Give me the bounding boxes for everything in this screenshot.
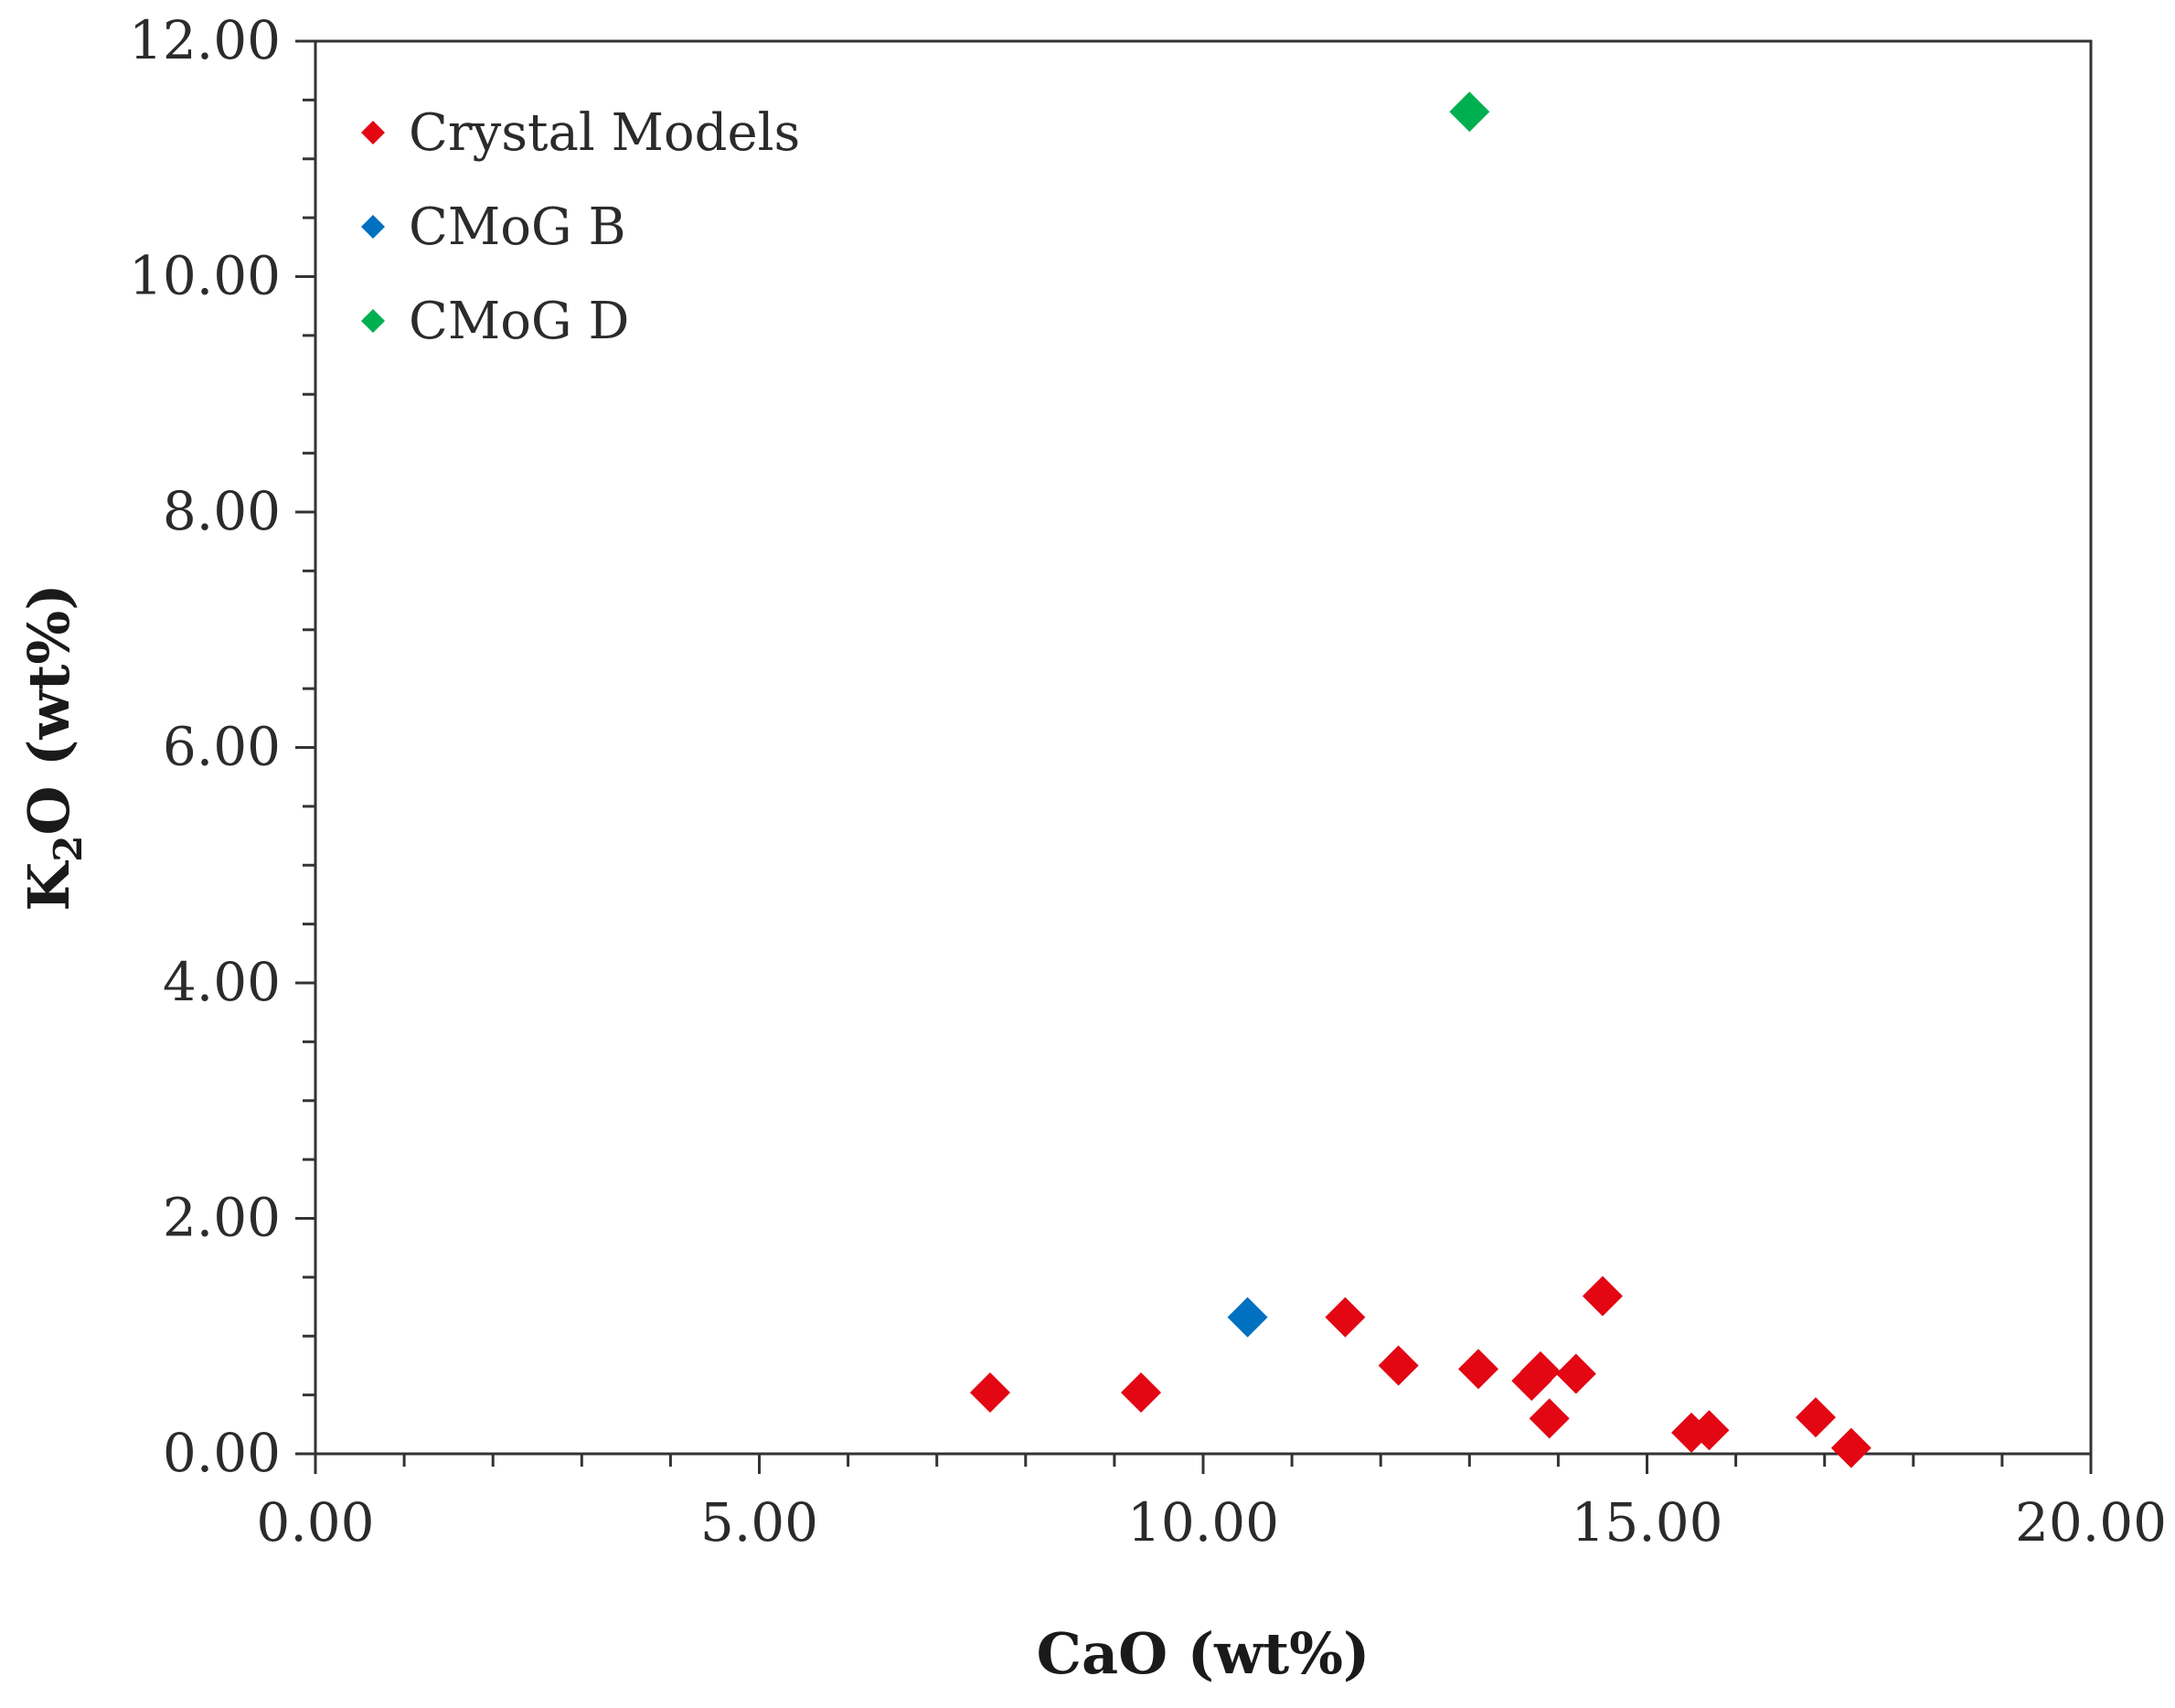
legend-marker-crystal-models xyxy=(361,121,385,144)
data-point-cmog-b xyxy=(1227,1297,1268,1338)
data-point-crystal-models xyxy=(1529,1398,1570,1439)
legend: Crystal Models CMoG B CMoG D xyxy=(361,103,800,351)
y-axis-title-rest: O (wt%) xyxy=(16,583,82,835)
data-point-crystal-models xyxy=(1519,1350,1561,1392)
y-tick-label: 6.00 xyxy=(163,716,281,778)
legend-label-crystal-models: Crystal Models xyxy=(409,103,800,163)
y-tick-label: 10.00 xyxy=(129,245,281,307)
data-point-crystal-models xyxy=(969,1372,1010,1414)
x-tick-label: 0.00 xyxy=(256,1491,374,1553)
data-point-crystal-models xyxy=(1582,1276,1623,1317)
y-tick-label: 2.00 xyxy=(163,1187,281,1249)
x-tick-label: 20.00 xyxy=(2015,1491,2167,1553)
x-axis-title: CaO (wt%) xyxy=(1037,1620,1370,1687)
data-point-crystal-models xyxy=(1378,1345,1419,1386)
legend-marker-cmog-b xyxy=(361,215,385,239)
data-point-crystal-models xyxy=(1689,1410,1730,1451)
x-tick-label: 5.00 xyxy=(700,1491,818,1553)
x-tick-label: 15.00 xyxy=(1571,1491,1722,1553)
legend-label-cmog-b: CMoG B xyxy=(409,197,626,257)
x-tick-label: 10.00 xyxy=(1127,1491,1279,1553)
y-axis-title: K2O (wt%) xyxy=(16,583,91,911)
data-point-crystal-models xyxy=(1458,1349,1499,1390)
y-axis-title-main: K xyxy=(16,860,82,912)
y-tick-label: 0.00 xyxy=(163,1422,281,1484)
ticks-layer: 0.00 5.00 10.00 15.00 20.00 0.00 2.00 4.00 6.00 8… xyxy=(129,9,2167,1553)
legend-marker-cmog-d xyxy=(361,309,385,333)
y-tick-label: 12.00 xyxy=(129,9,281,71)
y-tick-label: 4.00 xyxy=(163,951,281,1013)
points-layer xyxy=(969,91,1871,1468)
data-point-crystal-models xyxy=(1325,1297,1366,1338)
data-point-crystal-models xyxy=(1121,1372,1162,1414)
data-point-crystal-models xyxy=(1555,1353,1596,1394)
data-point-cmog-d xyxy=(1449,91,1490,133)
legend-label-cmog-d: CMoG D xyxy=(409,292,629,351)
data-point-crystal-models xyxy=(1795,1397,1836,1438)
y-axis-title-subscript: 2 xyxy=(46,836,91,862)
data-point-crystal-models xyxy=(1830,1427,1871,1468)
y-tick-label: 8.00 xyxy=(163,480,281,542)
